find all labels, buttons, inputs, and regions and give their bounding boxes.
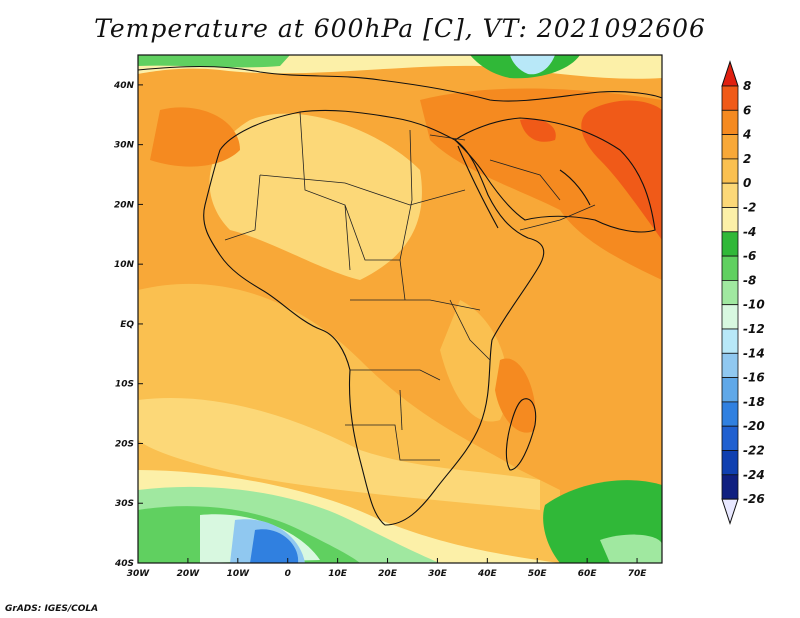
field-hot-zone [150, 107, 240, 167]
border-line [224, 174, 261, 241]
lat-tick-label: EQ [120, 320, 134, 330]
lon-tick-label: 20E [378, 569, 398, 579]
colorbar-label: -26 [743, 492, 765, 506]
colorbar-box [721, 474, 739, 500]
lon-tick-label: 30E [428, 569, 448, 579]
colorbar-label: -10 [743, 298, 765, 312]
longitude-ticks: 30W 20W 10W 0 10E 20E 30E 40E 50E 60E 70E [127, 558, 647, 579]
arabia-coastline [454, 117, 656, 233]
border-line [489, 159, 561, 201]
colorbar-box [721, 328, 739, 354]
field-very-hot-zone [581, 100, 662, 240]
latitude-ticks: 40N 30N 20N 10N EQ 10S 20S 30S 40S [113, 81, 143, 569]
field-very-hot-zone [520, 118, 556, 142]
credit-text: GrADS: IGES/COLA [5, 604, 99, 614]
border-line [519, 204, 596, 231]
lon-tick-label: 20W [177, 569, 201, 579]
colorbar-box [721, 85, 739, 111]
colorbar-box [721, 207, 739, 233]
africa-coastline [203, 109, 545, 526]
border-line [350, 299, 481, 311]
persian-gulf-coastline [559, 169, 591, 206]
field-pale-zone [138, 398, 540, 510]
border-line [449, 299, 491, 361]
colorbar-labels: 8 6 4 2 0 -2 -4 -6 -8 -10 -12 -14 -16 -18 -20 -22 -24 -26 [742, 79, 765, 506]
colorbar-box [721, 255, 739, 281]
field-south-deep-blue [250, 529, 299, 563]
colorbar-bottom-arrow [721, 498, 739, 525]
colorbar-box [721, 401, 739, 427]
country-borders [224, 111, 596, 461]
field-north-green [138, 55, 290, 68]
lon-tick-label: 30W [127, 569, 151, 579]
lat-tick-label: 20S [115, 439, 134, 449]
colorbar-label: 6 [743, 103, 751, 117]
colorbar-box [721, 450, 739, 476]
border-line [399, 389, 403, 431]
colorbar-box [721, 134, 739, 160]
lat-tick-label: 20N [114, 200, 135, 210]
field-southeast-light-green [600, 534, 662, 563]
colorbar-box [721, 109, 739, 136]
lat-tick-label: 10S [115, 380, 134, 390]
lon-tick-label: 10E [328, 569, 348, 579]
lat-tick-label: 30S [115, 499, 134, 509]
colorbar-label: 4 [742, 128, 751, 142]
border-line [399, 129, 413, 301]
colorbar-label: 2 [743, 152, 751, 166]
colorbar-box [721, 304, 739, 330]
colorbar-label: 8 [743, 79, 751, 93]
colorbar-label: -20 [743, 419, 765, 433]
colorbar-label: -24 [743, 468, 765, 482]
colorbar-label: -16 [743, 371, 765, 385]
colorbar-top-arrow [721, 60, 739, 87]
colorbar-label: 0 [743, 176, 751, 190]
lon-tick-label: 0 [285, 569, 291, 579]
red-sea-coastline [457, 145, 499, 229]
border-line [350, 369, 441, 381]
colorbar-label: -6 [743, 249, 756, 263]
border-line [429, 134, 466, 141]
lon-tick-label: 60E [578, 569, 598, 579]
colorbar-box [721, 158, 739, 184]
europe-coastline [138, 65, 662, 102]
colorbar-label: -18 [743, 395, 765, 409]
lon-tick-label: 70E [628, 569, 648, 579]
lon-tick-label: 50E [528, 569, 548, 579]
lat-tick-label: 30N [114, 141, 135, 151]
field-north-light-blue [510, 55, 555, 75]
lon-tick-label: 10W [227, 569, 251, 579]
colorbar-label: -2 [743, 201, 756, 215]
colorbar-box [721, 279, 739, 306]
border-line [259, 174, 466, 206]
colorbar-box [721, 352, 739, 378]
lon-tick-label: 40E [477, 569, 498, 579]
colorbar-box [721, 182, 739, 208]
colorbar-label: -14 [743, 346, 765, 360]
colorbar-box [721, 425, 739, 451]
coastlines [138, 65, 662, 526]
border-line [299, 111, 351, 271]
madagascar-coastline [505, 398, 537, 471]
field-pale-zone [209, 113, 422, 280]
field-hot-zone [495, 358, 536, 433]
border-line [344, 204, 400, 261]
lat-tick-label: 40S [114, 559, 134, 569]
chart-title: Temperature at 600hPa [C], VT: 202109260… [94, 14, 706, 43]
colorbar-label: -22 [743, 444, 765, 458]
lat-tick-label: 10N [114, 260, 135, 270]
colorbar-label: -12 [743, 322, 765, 336]
lat-tick-label: 40N [113, 81, 135, 91]
colorbar-boxes [721, 60, 739, 525]
colorbar-box [721, 377, 739, 403]
border-line [345, 424, 440, 461]
colorbar-label: -4 [743, 225, 756, 239]
temperature-field [138, 55, 662, 563]
plot-frame [137, 54, 663, 564]
colorbar-box [721, 231, 739, 257]
colorbar-label: -8 [743, 273, 756, 287]
field-pale-zone [440, 300, 508, 422]
